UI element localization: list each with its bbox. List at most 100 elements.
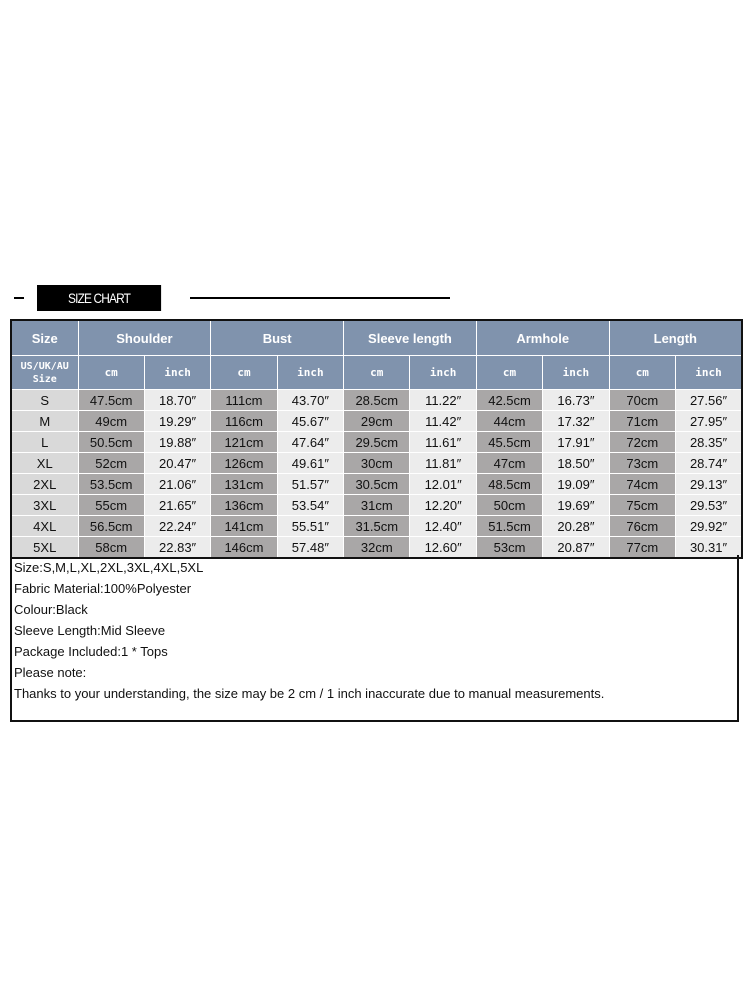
inch-cell: 12.20″ [409, 494, 477, 516]
table-row: 3XL 55cm 21.65″ 136cm 53.54″ 31cm 12.20″ 50cm 19… [10, 494, 743, 516]
cm-cell: 131cm [210, 473, 278, 495]
cm-cell: 49cm [77, 410, 145, 432]
unit-inch-header: inch [542, 355, 610, 390]
cm-cell: 116cm [210, 410, 278, 432]
inch-cell: 20.28″ [542, 515, 610, 537]
table-row: XL 52cm 20.47″ 126cm 49.61″ 30cm 11.81″ 47cm 18.… [10, 452, 743, 474]
cm-cell: 53cm [475, 536, 544, 559]
table-row: 4XL 56.5cm 22.24″ 141cm 55.51″ 31.5cm 12.40″ 51… [10, 515, 743, 537]
inch-cell: 19.29″ [143, 410, 212, 432]
note-line: Sleeve Length:Mid Sleeve [14, 623, 166, 638]
cm-cell: 47cm [475, 452, 544, 474]
cm-cell: 28.5cm [343, 389, 411, 411]
inch-cell: 28.74″ [675, 452, 743, 474]
inch-cell: 22.24″ [143, 515, 212, 537]
inch-cell: 29.92″ [675, 515, 743, 537]
inch-cell: 28.35″ [675, 431, 743, 453]
inch-cell: 11.61″ [409, 431, 477, 453]
cm-cell: 31.5cm [343, 515, 411, 537]
cm-cell: 30cm [343, 452, 411, 474]
cm-cell: 50cm [475, 494, 544, 516]
cm-cell: 55cm [77, 494, 145, 516]
size-subheader: US/UK/AU Size [10, 355, 79, 390]
inch-cell: 18.70″ [143, 389, 212, 411]
column-header: Shoulder [77, 319, 212, 356]
unit-cm-header: cm [608, 355, 677, 390]
inch-cell: 11.22″ [409, 389, 477, 411]
inch-cell: 29.53″ [675, 494, 743, 516]
cm-cell: 52cm [77, 452, 145, 474]
size-cell: M [10, 410, 79, 432]
cm-cell: 72cm [608, 431, 677, 453]
inch-cell: 53.54″ [276, 494, 345, 516]
cm-cell: 50.5cm [77, 431, 145, 453]
cm-cell: 53.5cm [77, 473, 145, 495]
column-header: Sleeve length [343, 319, 477, 356]
cm-cell: 32cm [343, 536, 411, 559]
size-cell: 2XL [10, 473, 79, 495]
unit-cm-header: cm [77, 355, 145, 390]
inch-cell: 17.32″ [542, 410, 610, 432]
cm-cell: 29.5cm [343, 431, 411, 453]
inch-cell: 27.95″ [675, 410, 743, 432]
unit-cm-header: cm [475, 355, 544, 390]
divider [190, 297, 450, 299]
cm-cell: 111cm [210, 389, 278, 411]
note-line: Thanks to your understanding, the size m… [14, 686, 605, 701]
cm-cell: 71cm [608, 410, 677, 432]
cm-cell: 136cm [210, 494, 278, 516]
inch-cell: 45.67″ [276, 410, 345, 432]
column-header: Length [608, 319, 743, 356]
cm-cell: 76cm [608, 515, 677, 537]
inch-cell: 30.31″ [675, 536, 743, 559]
inch-cell: 19.88″ [143, 431, 212, 453]
unit-inch-header: inch [409, 355, 477, 390]
size-chart-banner: SIZE CHART [10, 285, 450, 311]
inch-cell: 57.48″ [276, 536, 345, 559]
table-row: S 47.5cm 18.70″ 111cm 43.70″ 28.5cm 11.22″ 42.5… [10, 389, 743, 411]
inch-cell: 43.70″ [276, 389, 345, 411]
inch-cell: 21.06″ [143, 473, 212, 495]
inch-cell: 19.09″ [542, 473, 610, 495]
inch-cell: 51.57″ [276, 473, 345, 495]
inch-cell: 12.01″ [409, 473, 477, 495]
inch-cell: 11.81″ [409, 452, 477, 474]
table-row: L 50.5cm 19.88″ 121cm 47.64″ 29.5cm 11.61″ 45.5… [10, 431, 743, 453]
unit-inch-header: inch [143, 355, 212, 390]
note-line: Colour:Black [14, 602, 88, 617]
inch-cell: 17.91″ [542, 431, 610, 453]
banner-title: SIZE CHART [37, 285, 162, 311]
inch-cell: 11.42″ [409, 410, 477, 432]
cm-cell: 73cm [608, 452, 677, 474]
inch-cell: 12.40″ [409, 515, 477, 537]
size-cell: 3XL [10, 494, 79, 516]
inch-cell: 29.13″ [675, 473, 743, 495]
table-row: 2XL 53.5cm 21.06″ 131cm 51.57″ 30.5cm 12.01″ 48… [10, 473, 743, 495]
inch-cell: 18.50″ [542, 452, 610, 474]
cm-cell: 47.5cm [77, 389, 145, 411]
cm-cell: 141cm [210, 515, 278, 537]
size-cell: 4XL [10, 515, 79, 537]
size-table: Size Shoulder Bust Sleeve length Armhole Leng… [10, 319, 743, 559]
cm-cell: 48.5cm [475, 473, 544, 495]
cm-cell: 77cm [608, 536, 677, 559]
cm-cell: 42.5cm [475, 389, 544, 411]
note-line: Package Included:1 * Tops [14, 644, 168, 659]
cm-cell: 56.5cm [77, 515, 145, 537]
cm-cell: 30.5cm [343, 473, 411, 495]
cm-cell: 51.5cm [475, 515, 544, 537]
unit-cm-header: cm [343, 355, 411, 390]
cm-cell: 29cm [343, 410, 411, 432]
note-line: Please note: [14, 665, 87, 680]
inch-cell: 27.56″ [675, 389, 743, 411]
inch-cell: 20.47″ [143, 452, 212, 474]
cm-cell: 44cm [475, 410, 544, 432]
cm-cell: 146cm [210, 536, 278, 559]
inch-cell: 47.64″ [276, 431, 345, 453]
divider [14, 297, 24, 299]
inch-cell: 16.73″ [542, 389, 610, 411]
size-cell: 5XL [10, 536, 79, 559]
unit-cm-header: cm [210, 355, 278, 390]
product-notes: Size:S,M,L,XL,2XL,3XL,4XL,5XL Fabric Mate… [10, 555, 739, 722]
cm-cell: 31cm [343, 494, 411, 516]
